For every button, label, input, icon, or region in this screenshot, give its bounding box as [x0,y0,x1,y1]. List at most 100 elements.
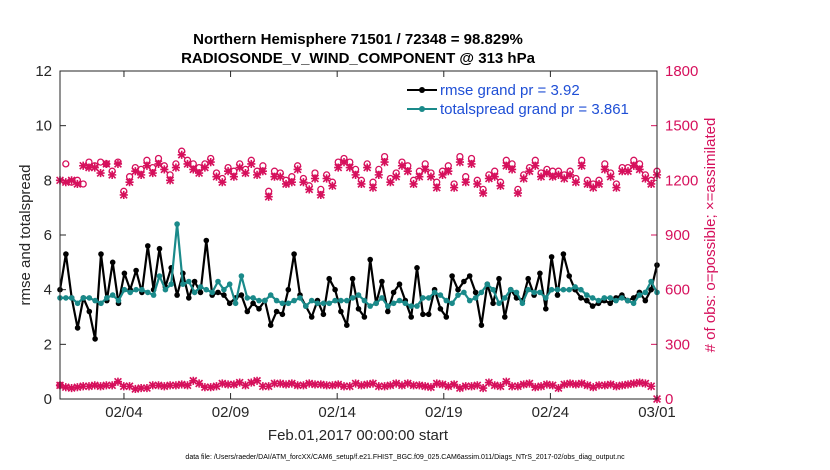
totalspread-point [455,292,461,298]
obs-low-marker [467,382,476,391]
rmse-point [344,322,350,329]
rmse-point [279,311,286,318]
totalspread-point [496,300,502,307]
obs-assimilated-marker [119,190,128,199]
obs-assimilated-marker [142,161,152,170]
totalspread-point [548,286,555,293]
totalspread-point [619,295,625,301]
totalspread-point [267,292,274,298]
obs-low-marker [473,381,482,390]
rmse-point [191,278,198,285]
obs-low-marker [386,381,395,390]
rmse-point [256,306,262,312]
obs-assimilated-marker [281,179,291,189]
obs-low-marker [102,381,111,390]
obs-assimilated-marker [571,178,580,187]
totalspread-point [238,273,245,279]
chart-title: Northern Hemisphere 71501 / 72348 = 98.8… [193,31,523,48]
obs-assimilated-marker [218,178,227,187]
totalspread-point [461,289,467,296]
obs-low-marker [606,380,615,389]
obs-low-marker [502,377,511,386]
obs-low-marker [229,380,238,389]
rmse-point [308,314,315,320]
y-tick-label-right: 1800 [665,63,698,80]
obs-assimilated-marker [189,165,198,174]
totalspread-point [191,289,198,296]
totalspread-point [150,292,157,298]
obs-assimilated-marker [426,172,436,181]
y-tick-label-right: 600 [665,282,690,299]
totalspread-point [127,289,133,296]
totalspread-point [121,286,128,293]
totalspread-point [613,297,619,304]
obs-assimilated-marker [276,172,285,181]
totalspread-point [443,297,450,304]
totalspread-point [244,295,251,301]
totalspread-point [180,281,186,288]
obs-assimilated-marker [177,150,186,159]
obs-assimilated-marker [258,167,267,176]
obs-assimilated-marker [67,176,76,185]
totalspread-point [332,297,338,304]
obs-low-marker [531,383,540,392]
y-tick-label-left: 4 [44,282,52,299]
obs-assimilated-marker [322,174,331,183]
y-axis-label-left: rmse and totalspread [17,165,34,306]
obs-assimilated-marker [293,165,302,174]
totalspread-point [226,281,233,288]
totalspread-point [186,278,192,285]
obs-low-marker [421,382,430,391]
obs-assimilated-marker [247,159,256,169]
totalspread-point [250,295,256,301]
x-tick-label: 02/24 [532,404,570,421]
obs-assimilated-marker [455,158,465,167]
obs-assimilated-marker [380,158,389,167]
totalspread-point [601,295,608,301]
obs-assimilated-marker [565,170,575,179]
obs-assimilated-marker [73,179,82,189]
obs-low-marker [113,377,123,386]
obs-low-marker [96,382,105,391]
obs-low-marker [583,381,592,390]
rmse-point [221,292,227,298]
rmse-point [174,292,180,298]
totalspread-point [174,221,180,227]
totalspread-point [484,281,491,288]
obs-low-marker [206,383,215,392]
totalspread-point [396,297,403,304]
totalspread-point [74,300,81,307]
obs-assimilated-marker [241,168,250,178]
totalspread-point [408,303,415,309]
obs-low-marker [183,381,192,390]
totalspread-point [449,300,455,307]
rmse-point [244,308,251,315]
rmse-point [414,265,420,271]
totalspread-point [308,297,315,304]
totalspread-point [589,295,596,301]
legend-spread-marker [419,106,425,112]
totalspread-point [578,286,584,293]
obs-low-marker [623,380,633,389]
obs-assimilated-marker [84,163,94,172]
obs-assimilated-marker [415,172,424,181]
rmse-point [63,251,69,257]
obs-low-marker [548,381,557,390]
obs-assimilated-marker [368,183,378,192]
totalspread-point [133,286,139,293]
rmse-point [133,267,139,274]
obs-assimilated-marker [461,178,470,187]
totalspread-point [437,292,444,298]
obs-low-marker [252,376,262,385]
totalspread-point [560,286,567,293]
obs-assimilated-marker [316,190,325,199]
obs-assimilated-marker [96,168,105,178]
x-axis-label: Feb.01,2017 00:00:00 start [268,427,449,444]
obs-assimilated-marker [542,168,551,178]
rmse-point [496,275,502,282]
obs-assimilated-marker [594,179,604,189]
obs-assimilated-marker [554,170,563,179]
rmse-point [525,275,531,282]
rmse-point [642,297,649,304]
obs-low-marker [148,381,157,390]
